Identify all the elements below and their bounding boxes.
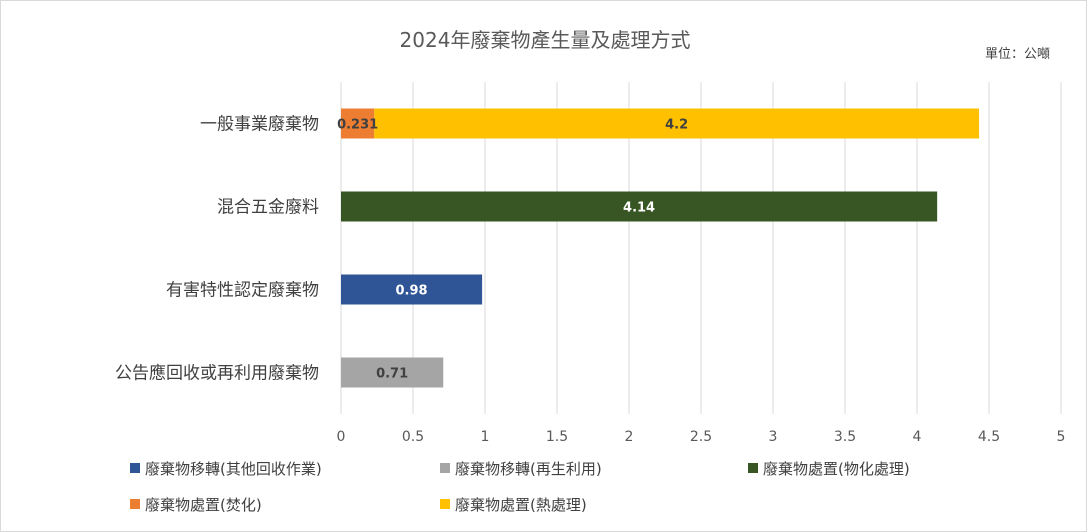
x-tick-label: 1.5 xyxy=(546,429,568,445)
data-label: 4.14 xyxy=(623,201,655,216)
x-tick-label: 2.5 xyxy=(690,429,712,445)
legend-item: 廢棄物處置(焚化) xyxy=(130,494,262,514)
data-label: 0.71 xyxy=(376,367,408,382)
bar xyxy=(341,191,938,222)
legend-swatch xyxy=(748,463,758,473)
x-tick-label: 3.5 xyxy=(834,429,856,445)
legend-item: 廢棄物處置(熱處理) xyxy=(440,494,587,514)
unit-label: 單位：公噸 xyxy=(985,47,1050,62)
legend-label: 廢棄物移轉(再生利用) xyxy=(455,459,602,478)
bar xyxy=(341,108,375,139)
bar xyxy=(341,274,483,305)
x-tick-label: 4 xyxy=(913,429,922,445)
category-label: 混合五金廢料 xyxy=(217,198,319,218)
x-tick-label: 3 xyxy=(769,429,778,445)
legend: 廢棄物移轉(其他回收作業) 廢棄物移轉(再生利用) 廢棄物處置(物化處理) 廢棄物處置… xyxy=(130,458,1080,518)
x-tick-label: 2 xyxy=(625,429,634,445)
legend-label: 廢棄物處置(焚化) xyxy=(145,495,262,514)
chart-title: 2024年廢棄物產生量及處理方式 xyxy=(400,28,691,52)
data-label: 0.231 xyxy=(337,118,378,133)
x-tick-label: 0.5 xyxy=(402,429,424,445)
legend-label: 廢棄物處置(熱處理) xyxy=(455,495,587,514)
x-tick-label: 4.5 xyxy=(978,429,1000,445)
legend-item: 廢棄物處置(物化處理) xyxy=(748,458,910,478)
x-tick-label: 0 xyxy=(337,429,346,445)
x-tick-labels: 0 0.5 1 1.5 2 2.5 3 3.5 4 4.5 5 xyxy=(337,429,1066,445)
category-label: 有害特性認定廢棄物 xyxy=(166,281,319,301)
legend-swatch xyxy=(130,499,140,509)
data-label: 4.2 xyxy=(665,118,688,133)
category-label: 公告應回收或再利用廢棄物 xyxy=(115,363,319,384)
data-label: 0.98 xyxy=(396,284,428,299)
legend-swatch xyxy=(130,463,140,473)
x-tick-label: 1 xyxy=(481,429,490,445)
data-labels: 0.98 0.71 4.14 0.231 4.2 xyxy=(337,118,688,382)
legend-label: 廢棄物移轉(其他回收作業) xyxy=(145,459,322,478)
legend-item: 廢棄物移轉(再生利用) xyxy=(440,458,602,478)
bars xyxy=(341,108,980,388)
x-tick-label: 5 xyxy=(1057,429,1066,445)
legend-item: 廢棄物移轉(其他回收作業) xyxy=(130,458,322,478)
legend-label: 廢棄物處置(物化處理) xyxy=(763,459,910,478)
legend-swatch xyxy=(440,499,450,509)
legend-swatch xyxy=(440,463,450,473)
category-label: 一般事業廢棄物 xyxy=(200,115,319,135)
bar xyxy=(341,357,444,388)
bar xyxy=(374,108,980,139)
